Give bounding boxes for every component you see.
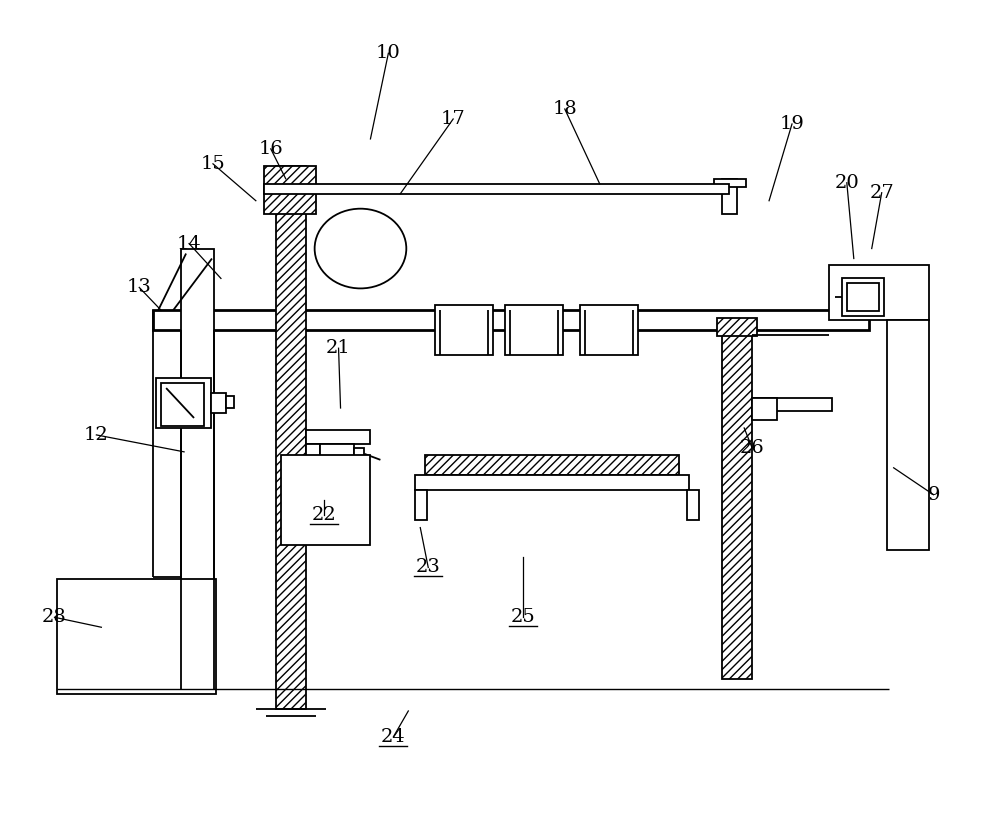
- Text: 23: 23: [416, 559, 441, 577]
- Text: 17: 17: [441, 110, 466, 128]
- Text: 14: 14: [177, 234, 201, 252]
- Text: 22: 22: [311, 506, 336, 524]
- Text: 12: 12: [84, 426, 109, 444]
- Bar: [306, 430, 370, 444]
- Bar: [580, 306, 638, 355]
- Bar: [425, 455, 679, 475]
- Text: 28: 28: [42, 609, 67, 627]
- Bar: [306, 444, 320, 479]
- Text: 25: 25: [511, 609, 535, 627]
- Bar: [752, 398, 832, 411]
- Bar: [717, 319, 757, 337]
- Bar: [722, 328, 752, 679]
- Bar: [153, 310, 869, 330]
- Bar: [320, 444, 354, 469]
- Text: 24: 24: [381, 728, 406, 746]
- Bar: [842, 279, 884, 316]
- Bar: [281, 455, 370, 545]
- Bar: [161, 383, 204, 426]
- Bar: [829, 266, 929, 320]
- Text: 16: 16: [258, 140, 283, 158]
- Text: 15: 15: [201, 155, 225, 173]
- Bar: [211, 393, 226, 413]
- Bar: [847, 283, 879, 311]
- Text: 19: 19: [780, 115, 804, 133]
- Bar: [226, 396, 234, 408]
- Text: 10: 10: [376, 44, 401, 62]
- Bar: [264, 184, 729, 194]
- Text: 27: 27: [869, 184, 894, 202]
- Bar: [264, 166, 316, 214]
- Bar: [354, 448, 364, 460]
- Bar: [714, 179, 746, 187]
- Bar: [57, 579, 216, 694]
- Text: 13: 13: [127, 279, 152, 297]
- Bar: [415, 475, 689, 489]
- Bar: [687, 489, 699, 520]
- Text: 20: 20: [834, 174, 859, 192]
- Bar: [156, 378, 211, 428]
- Bar: [505, 306, 563, 355]
- Bar: [435, 306, 493, 355]
- Ellipse shape: [315, 208, 406, 288]
- Text: 26: 26: [740, 439, 765, 457]
- Bar: [181, 248, 214, 689]
- Bar: [722, 179, 737, 214]
- Text: 18: 18: [552, 100, 577, 118]
- Text: 21: 21: [326, 339, 351, 357]
- Bar: [887, 320, 929, 550]
- Bar: [276, 166, 306, 709]
- Bar: [415, 489, 427, 520]
- Bar: [752, 398, 777, 420]
- Text: 9: 9: [927, 485, 940, 504]
